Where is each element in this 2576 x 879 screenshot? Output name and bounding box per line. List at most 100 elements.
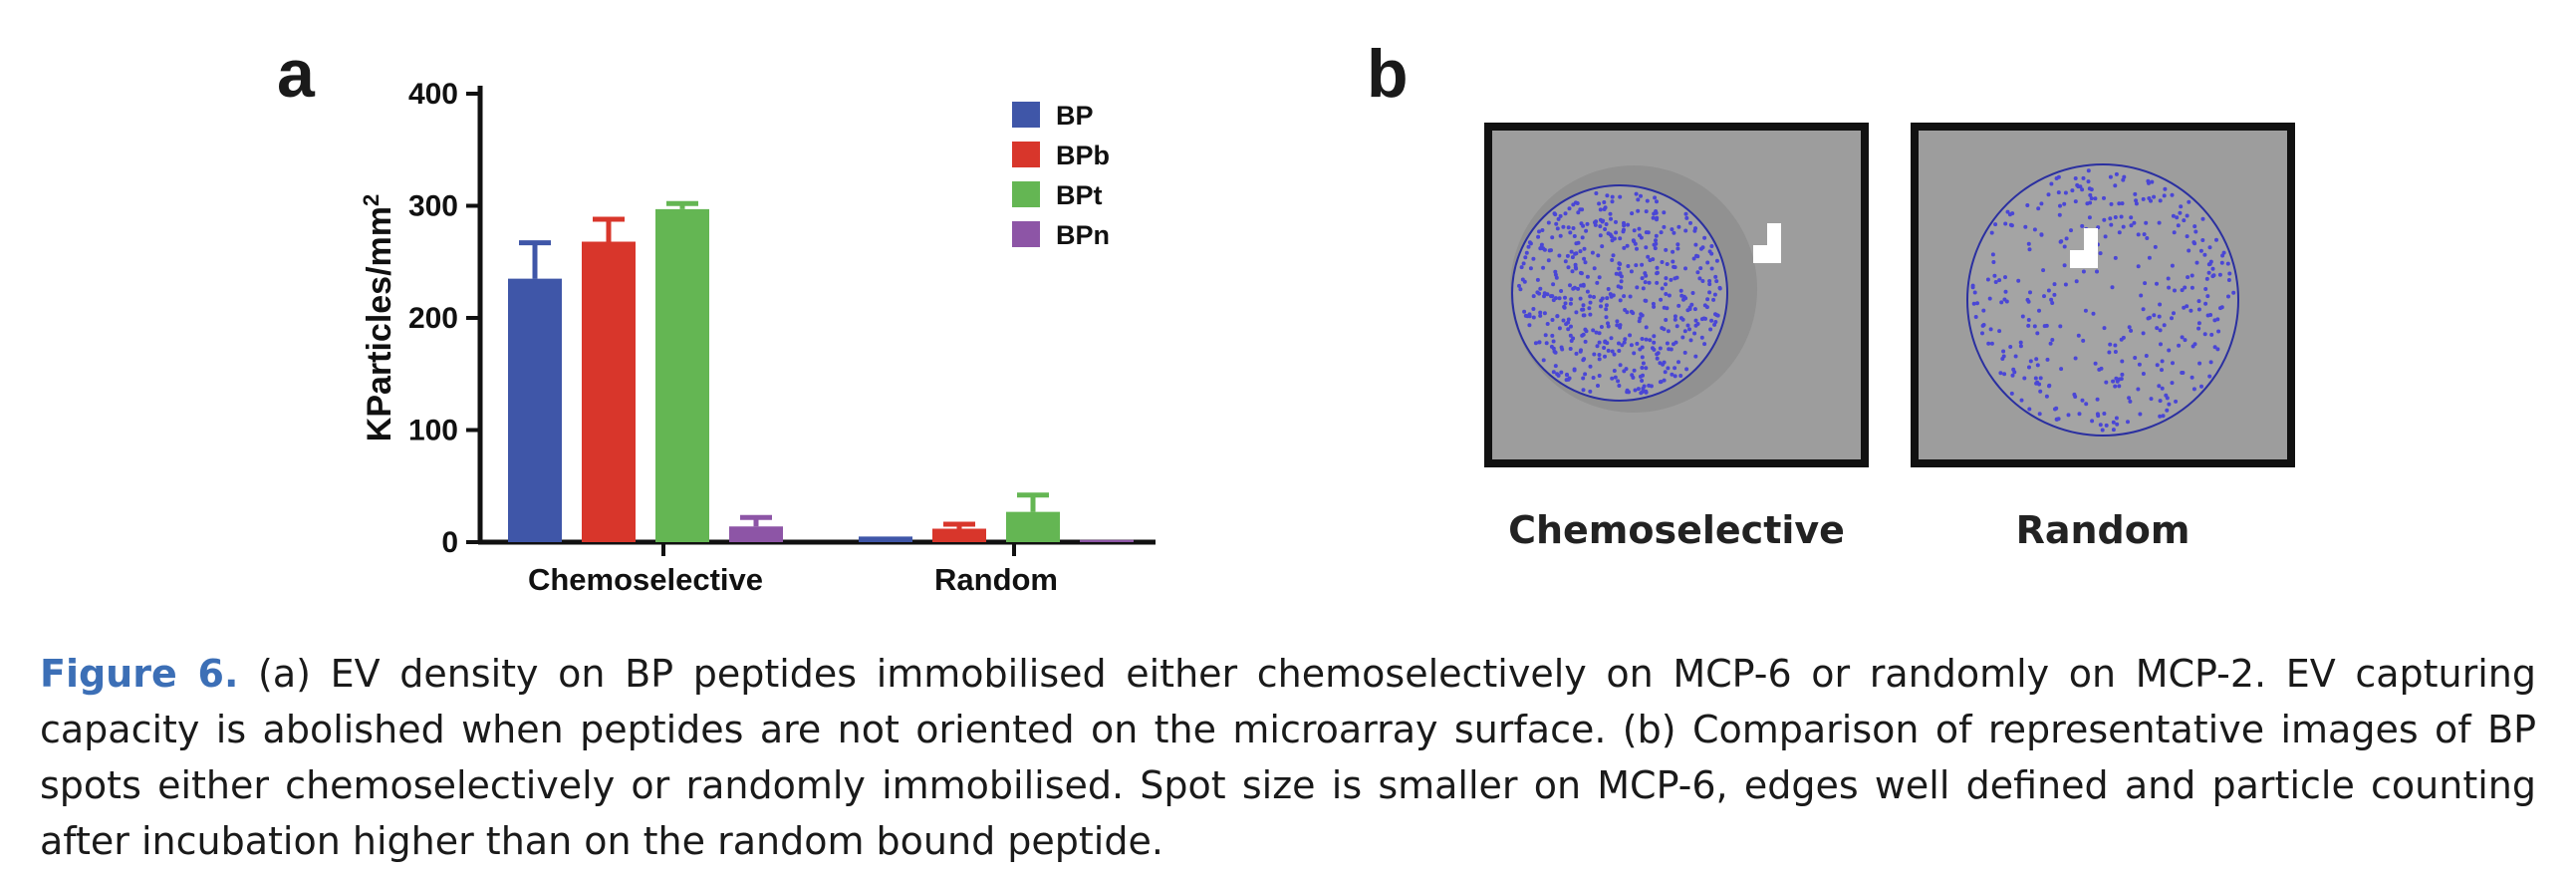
y-axis-label-superscript: 2 — [359, 194, 384, 206]
particle-dot — [1614, 271, 1619, 276]
particle-dot — [1676, 360, 1680, 365]
particle-dot — [2150, 179, 2155, 184]
particle-dot — [1533, 341, 1538, 346]
legend-label-bpt: BPt — [1056, 180, 1103, 210]
particle-dot — [1553, 296, 1558, 301]
particle-dot — [2134, 198, 2139, 203]
particle-dot — [1556, 373, 1561, 378]
particle-dot — [1576, 210, 1581, 215]
particle-dot — [1592, 295, 1596, 299]
particle-dot — [2129, 215, 2134, 220]
particle-dot — [2157, 384, 2162, 389]
particle-dot — [1531, 315, 1536, 320]
particle-dot — [1626, 264, 1631, 268]
particle-dot — [1655, 199, 1659, 204]
particle-dot — [2191, 387, 2196, 392]
particle-dot — [1615, 323, 1620, 328]
particle-dot — [2134, 201, 2139, 206]
particle-dot — [1550, 318, 1555, 322]
particle-dot — [1986, 341, 1991, 346]
particle-dot — [1641, 361, 1646, 366]
particle-dot — [2157, 220, 2162, 225]
particle-dot — [1691, 256, 1696, 261]
particle-dot — [1698, 266, 1703, 271]
particle-dot — [2178, 210, 2183, 215]
particle-dot — [1655, 356, 1660, 361]
particle-dot — [1541, 358, 1546, 363]
particle-dot — [2148, 315, 2152, 320]
particle-dot — [1531, 307, 1536, 311]
particle-dot — [1563, 301, 1568, 306]
particle-dot — [2171, 213, 2176, 218]
particle-dot — [1707, 249, 1712, 254]
particle-dot — [1682, 350, 1687, 355]
particle-dot — [2088, 200, 2093, 205]
particle-dot — [1617, 272, 1622, 277]
particle-dot — [2121, 177, 2126, 182]
particle-dot — [1693, 242, 1698, 247]
particle-dot — [2218, 306, 2222, 311]
particle-dot — [2081, 175, 2086, 180]
particle-dot — [1975, 301, 1979, 306]
particle-dot — [2054, 417, 2059, 422]
particle-dot — [1600, 219, 1605, 224]
bar-bpb — [582, 241, 636, 542]
particle-dot — [2087, 215, 2092, 220]
spot-outline — [1966, 163, 2239, 437]
particle-dot — [2212, 345, 2217, 350]
particle-dot — [1652, 340, 1657, 345]
particle-dot — [1700, 245, 1705, 250]
particle-dot — [1673, 374, 1677, 379]
particle-dot — [2200, 238, 2205, 242]
particle-dot — [1640, 366, 1645, 370]
particle-dot — [2095, 412, 2100, 417]
particle-dot — [1695, 270, 1700, 275]
particle-dot — [2129, 223, 2134, 228]
particle-dot — [1622, 223, 1627, 228]
particle-dot — [2153, 244, 2158, 249]
particle-dot — [1527, 314, 1532, 319]
particle-dot — [1638, 233, 1642, 238]
particle-dot — [1973, 315, 1978, 319]
particle-dot — [2187, 199, 2191, 204]
particle-dot — [2210, 266, 2215, 271]
particle-dot — [2010, 211, 2015, 216]
particle-dot — [2076, 184, 2081, 189]
particle-dot — [2172, 230, 2177, 235]
particle-dot — [2028, 359, 2033, 364]
particle-dot — [1603, 227, 1608, 231]
particle-dot — [2117, 201, 2122, 206]
particle-dot — [1993, 222, 1998, 227]
particle-dot — [1609, 234, 1614, 239]
particle-dot — [2214, 237, 2218, 242]
particle-dot — [2066, 413, 2071, 418]
particle-dot — [1631, 238, 1636, 243]
legend-swatch-bpt — [1012, 181, 1040, 207]
particle-dot — [1660, 260, 1665, 264]
particle-dot — [2180, 335, 2185, 340]
particle-dot — [1558, 213, 1563, 218]
particle-dot — [1634, 263, 1639, 268]
particle-dot — [1572, 285, 1577, 290]
particle-dot — [1618, 363, 1623, 368]
particle-dot — [2050, 301, 2055, 305]
particle-dot — [1597, 340, 1602, 345]
caption-text: (a) EV density on BP peptides immobilise… — [40, 652, 2537, 863]
particle-dot — [1619, 279, 1624, 284]
particle-dot — [1627, 390, 1631, 395]
particle-dot — [1570, 255, 1575, 260]
particle-dot — [1582, 313, 1587, 318]
particle-dot — [1636, 208, 1641, 213]
particle-dot — [2155, 326, 2160, 331]
particle-dot — [1581, 376, 1586, 381]
particle-dot — [1665, 262, 1670, 266]
particle-dot — [2167, 402, 2172, 407]
particle-dot — [1641, 373, 1645, 378]
particle-dot — [2073, 356, 2078, 361]
particle-dot — [1644, 337, 1649, 342]
particle-dot — [1662, 210, 1667, 215]
particle-dot — [1655, 265, 1660, 270]
particle-dot — [1614, 230, 1619, 235]
particle-dot — [1606, 348, 1611, 353]
particle-dot — [2198, 248, 2203, 253]
